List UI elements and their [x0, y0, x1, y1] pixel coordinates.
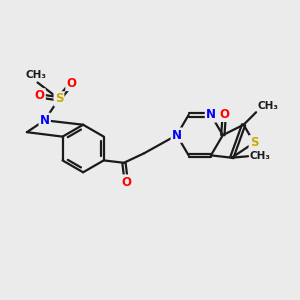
Text: O: O — [121, 176, 131, 189]
Text: N: N — [172, 129, 182, 142]
Text: N: N — [206, 108, 216, 122]
Text: O: O — [34, 89, 45, 102]
Text: O: O — [219, 108, 229, 121]
Text: CH₃: CH₃ — [26, 70, 46, 80]
Text: N: N — [40, 114, 50, 127]
Text: S: S — [55, 92, 63, 105]
Text: CH₃: CH₃ — [250, 151, 271, 161]
Text: S: S — [250, 136, 258, 149]
Text: O: O — [66, 77, 76, 90]
Text: CH₃: CH₃ — [258, 101, 279, 111]
